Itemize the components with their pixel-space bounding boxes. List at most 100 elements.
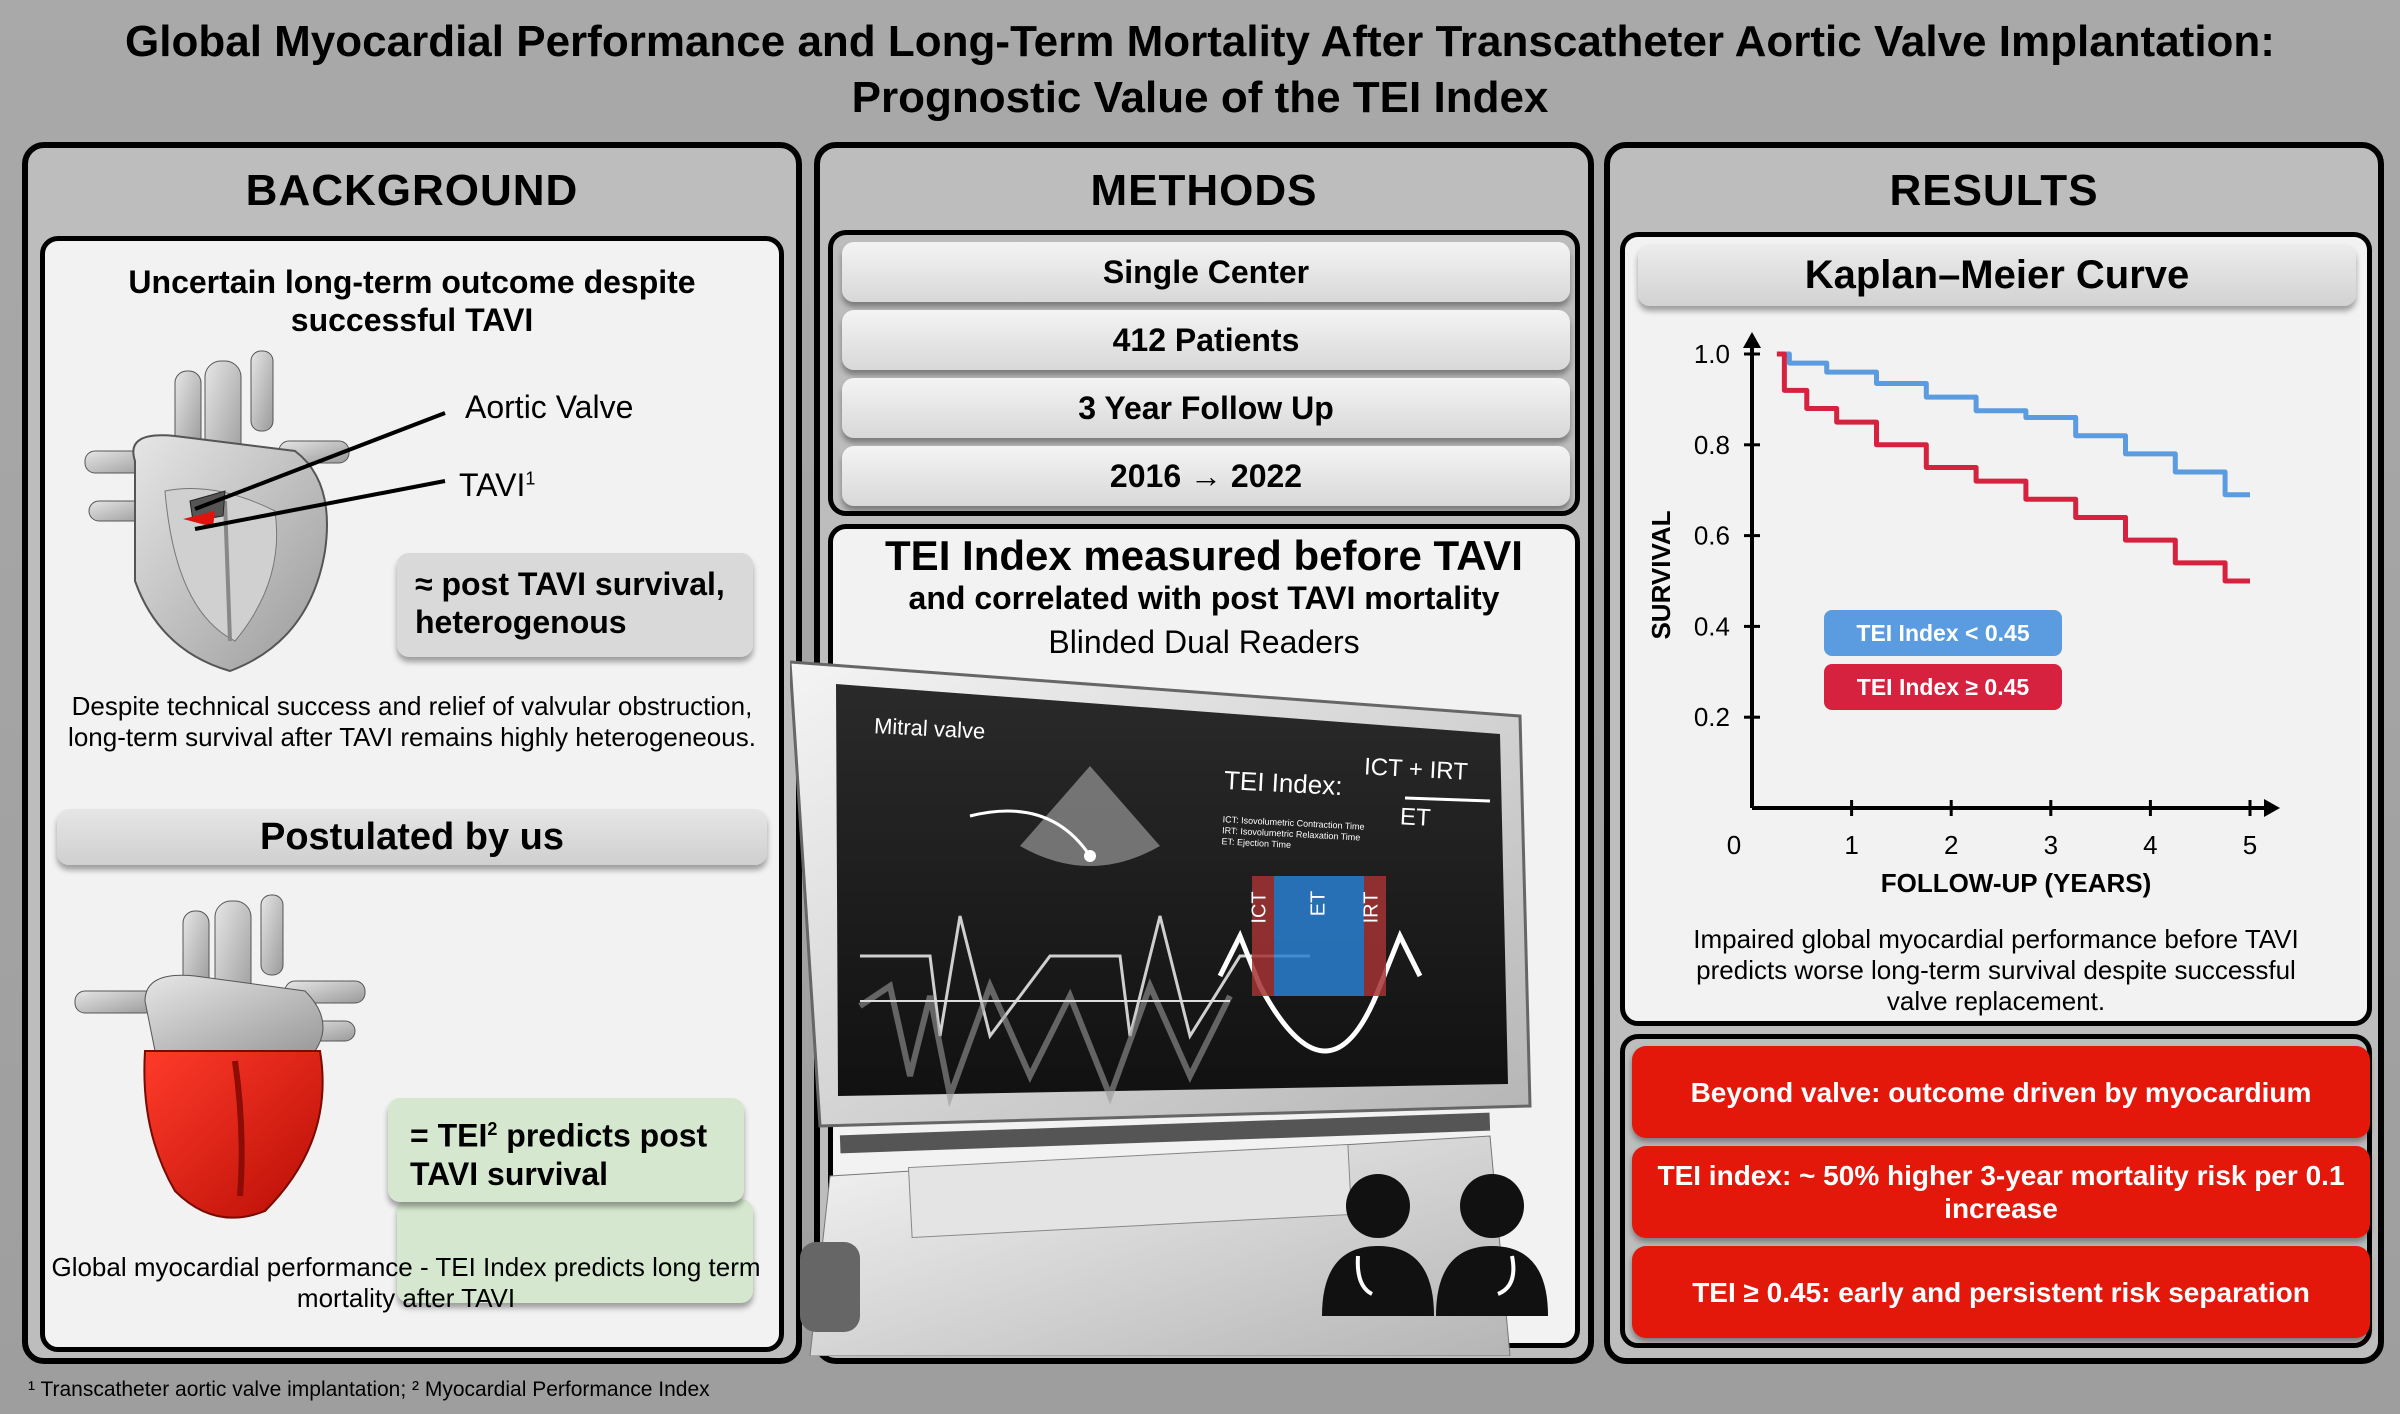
- km-caption-line-1: Impaired global myocardial performance b…: [1693, 924, 2299, 954]
- doctor-2-body: [1436, 1246, 1548, 1316]
- tavi-pointer-line: [194, 479, 446, 531]
- fraction-line: [1404, 796, 1491, 803]
- tei-index-label: TEI Index:: [1223, 764, 1344, 802]
- x-tick-label: 2: [1944, 830, 1958, 860]
- km-chart: 0 1 2 3 4 5 0.2 0.4 0.6 0.8 1.0 FOLLOW-UP (YEARS) SU…: [1646, 332, 2280, 898]
- km-caption-line-3: valve replacement.: [1886, 986, 2106, 1016]
- heart-chamber: [164, 488, 278, 642]
- background-description-line-1: Despite technical success and relief of …: [71, 691, 753, 721]
- finding-risk-separation: TEI ≥ 0.45: early and persistent risk se…: [1632, 1246, 2370, 1338]
- doctor-2-head: [1460, 1174, 1524, 1238]
- vessel-branch-3: [260, 894, 284, 976]
- x-tick-label: 5: [2243, 830, 2257, 860]
- postulated-heading: Postulated by us: [57, 809, 767, 865]
- doctor-1-head: [1346, 1174, 1410, 1238]
- tei-waveform: [1217, 929, 1423, 1054]
- doctors-icon: [1322, 1174, 1548, 1316]
- series-line-high-tei: [1776, 351, 2250, 584]
- monitor-base-bar: [839, 1112, 1491, 1154]
- x-axis-label: FOLLOW-UP (YEARS): [1881, 868, 2152, 898]
- tei-box-line-2: TAVI survival: [410, 1155, 608, 1192]
- y-tick-label: 0.6: [1694, 521, 1730, 551]
- background-subtitle: Uncertain long-term outcome despite succ…: [45, 263, 779, 339]
- tei-box-line-1: = TEI2 predicts post: [410, 1110, 722, 1155]
- tei-box-line-1-pre: = TEI: [410, 1117, 488, 1154]
- cart-handle: [800, 1242, 860, 1332]
- tei-box-line-1-post: predicts post: [497, 1117, 708, 1154]
- y-tick-label: 0.4: [1694, 611, 1730, 641]
- background-description: Despite technical success and relief of …: [45, 691, 779, 753]
- title-line-2: Prognostic Value of the TEI Index: [851, 73, 1549, 122]
- postulated-heading-text: Postulated by us: [259, 816, 565, 858]
- x-tick-label: 0: [1727, 830, 1741, 860]
- tei-predicts-box: [397, 1199, 753, 1303]
- irt-segment-label: IRT: [1360, 891, 1383, 924]
- y-tick-label: 1.0: [1694, 339, 1730, 369]
- valve-pointer-line: [194, 411, 446, 511]
- pulmonary-vessel-left-3: [74, 990, 156, 1014]
- tei-numerator: ICT + IRT: [1363, 753, 1469, 786]
- series-line-low-tei: [1776, 351, 2250, 498]
- et-segment-label: ET: [1307, 890, 1330, 917]
- method-single-center: Single Center: [842, 242, 1570, 302]
- y-tick-label: 0.2: [1694, 702, 1730, 732]
- legend-box-high-tei: [1824, 664, 2062, 710]
- doctor-2-stethoscope: [1497, 1255, 1516, 1296]
- tavi-label-text: TAVI: [459, 467, 526, 503]
- ict-segment-label: ICT: [1248, 891, 1271, 924]
- ventricle-septum: [232, 1060, 245, 1197]
- background-subtitle-line-1: Uncertain long-term outcome despite: [128, 264, 696, 300]
- km-heading-text: Kaplan–Meier Curve: [1804, 253, 2190, 297]
- survival-heterogenous-box: ≈ post TAVI survival, heterogenous: [397, 553, 753, 657]
- tavi-label-sup: 1: [525, 468, 536, 489]
- tavi-label: TAVI1: [459, 467, 535, 504]
- km-heading: Kaplan–Meier Curve: [1638, 244, 2356, 306]
- km-caption-line-2: predicts worse long-term survival despit…: [1696, 955, 2296, 985]
- x-tick-label: 4: [2143, 830, 2157, 860]
- background-conclusion-page: Global myocardial performance - TEI Inde…: [34, 1252, 778, 1314]
- x-tick-label: 3: [2044, 830, 2058, 860]
- x-tick-label: 1: [1844, 830, 1858, 860]
- background-description-line-2: long-term survival after TAVI remains hi…: [68, 722, 756, 752]
- aortic-valve-label: Aortic Valve: [465, 389, 634, 425]
- background-subtitle-line-2: successful TAVI: [290, 302, 534, 338]
- legend-box-low-tei: [1824, 610, 2062, 656]
- survival-box-line-1: ≈ post TAVI survival,: [415, 566, 725, 602]
- cart-keyboard: [907, 1144, 1353, 1238]
- doctor-1-body: [1322, 1246, 1434, 1316]
- finding-mortality-risk: TEI index: ~ 50% higher 3-year mortality…: [1632, 1146, 2370, 1238]
- tei-box-sup: 2: [487, 1119, 498, 1139]
- echo-image: [1020, 766, 1160, 866]
- vessel-branch-1: [250, 350, 274, 432]
- doctor-1-stethoscope: [1355, 1255, 1374, 1296]
- y-tick-label: 0.8: [1694, 430, 1730, 460]
- finding-beyond-valve: Beyond valve: outcome driven by myocardi…: [1632, 1046, 2370, 1138]
- legend-label-high-tei: TEI Index ≥ 0.45: [1857, 674, 2030, 700]
- valve-pointer-lines: [194, 411, 446, 531]
- readers-label: Blinded Dual Readers: [1048, 624, 1360, 660]
- tei-predicts-box-page: = TEI2 predicts post TAVI survival: [388, 1098, 744, 1202]
- y-axis-arrow: [1743, 332, 1761, 348]
- results-heading: RESULTS: [1889, 166, 2099, 215]
- mitral-pointer: [969, 809, 1092, 857]
- title-line-1: Global Myocardial Performance and Long-T…: [125, 17, 2275, 66]
- methods-heading: METHODS: [1090, 166, 1318, 215]
- ict-segment: [1252, 876, 1274, 996]
- legend-label-low-tei: TEI Index < 0.45: [1856, 620, 2029, 646]
- tei-denominator: ET: [1399, 803, 1432, 832]
- method-patients: 412 Patients: [842, 310, 1570, 370]
- irt-segment: [1364, 876, 1386, 996]
- mitral-pointer-dot: [1084, 850, 1096, 862]
- echo-monitor-illustration: [790, 660, 1532, 1356]
- atria-body: [144, 974, 324, 1052]
- background-heading: BACKGROUND: [245, 166, 579, 215]
- background-conclusion-line-1: Global myocardial performance - TEI Inde…: [51, 1252, 761, 1282]
- heart-valve-illustration: [84, 350, 350, 673]
- footnote: ¹ Transcatheter aortic valve implantatio…: [28, 1378, 710, 1401]
- method-period: 2016 → 2022: [842, 446, 1570, 506]
- tei-heading: TEI Index measured before TAVI: [885, 532, 1523, 579]
- ventricle-red: [143, 1050, 324, 1219]
- survival-box-line-2: heterogenous: [415, 604, 627, 640]
- x-axis-arrow: [2264, 799, 2280, 817]
- tavi-red-marker: [183, 511, 215, 527]
